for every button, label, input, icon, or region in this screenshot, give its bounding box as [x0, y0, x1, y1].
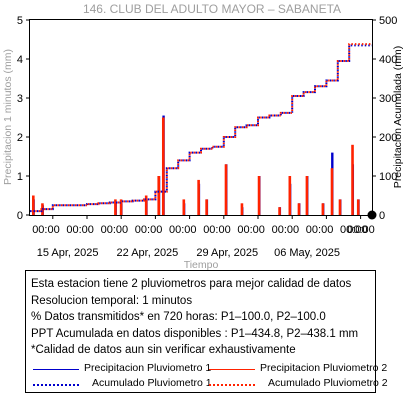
left-tick-label-1: 1 [17, 171, 23, 183]
x-time-label: 00:00 [347, 224, 375, 236]
legend-label-p2-precip: Precipitacion Pluviometro 2 [260, 362, 388, 374]
x-axis-label: Tiempo [184, 259, 219, 270]
right-tick-label-0: 0 [379, 210, 385, 222]
x-time-label: 00:00 [272, 224, 300, 236]
right-tick-label-2: 200 [379, 132, 397, 144]
bar-pluvio2-20 [351, 144, 354, 215]
x-time-label: 00:00 [203, 224, 231, 236]
bar-pluvio2-8 [197, 179, 200, 215]
left-tick-label-4: 4 [17, 54, 23, 66]
left-tick-label-2: 2 [17, 132, 23, 144]
legend-label-p1-precip: Precipitacion Pluviometro 1 [84, 362, 212, 374]
bar-pluvio2-16 [305, 176, 309, 215]
x-date-label-2: 29 Apr, 2025 [196, 247, 258, 259]
bar-pluvio2-21 [356, 199, 360, 215]
info-line-4: PPT Acumulada en datos disponibles : P1–… [31, 328, 359, 340]
x-time-label: 00:00 [101, 224, 129, 236]
x-time-label: 00:00 [32, 224, 60, 236]
right-tick-label-1: 100 [379, 171, 397, 183]
bar-pluvio2-15 [297, 203, 301, 215]
legend-label-p2-acum: Acumulado Pluviometro 2 [268, 377, 388, 389]
x-time-label: 00:00 [340, 224, 368, 236]
bar-pluvio2-17 [321, 203, 325, 215]
right-tick-label-3: 300 [379, 93, 397, 105]
bar-pluvio2-9 [205, 199, 208, 215]
left-tick-label-0: 0 [17, 210, 23, 222]
x-time-label: 00:00 [66, 224, 94, 236]
plot-frame [29, 19, 373, 216]
info-box: Esta estacion tiene 2 pluviometros para … [25, 270, 388, 393]
line-layer [30, 43, 377, 220]
legend-swatch-p2-acum [209, 384, 255, 386]
legend-swatch-p2-precip [209, 369, 255, 370]
bar-pluvio2-13 [278, 207, 281, 215]
legend-label-p1-acum: Acumulado Pluviometro 1 [92, 377, 212, 389]
bar-pluvio2-0 [32, 195, 35, 215]
bar-pluvio2-11 [240, 203, 244, 215]
x-time-label: 00:00 [169, 224, 197, 236]
line-acum-pluvio2 [30, 43, 372, 213]
bar-pluvio2-10 [224, 164, 228, 215]
info-line-1: Esta estacion tiene 2 pluviometros para … [31, 278, 352, 290]
precipitation-chart: 146. CLUB DEL ADULTO MAYOR – SABANETA 0 1… [2, 2, 404, 270]
x-time-label: 00:00 [135, 224, 163, 236]
bar-pluvio2-19 [338, 199, 342, 215]
info-line-2: Resolucion temporal: 1 minutos [31, 295, 193, 307]
bar-pluvio2-18 [330, 168, 334, 215]
bar-pluvio2-12 [257, 176, 261, 215]
x-time-label: 00:00 [237, 224, 265, 236]
bar-pluvio2-6 [161, 117, 165, 215]
left-tick-label-3: 3 [17, 93, 23, 105]
x-time-label: 00:00 [306, 224, 334, 236]
bar-layer [32, 115, 360, 215]
bar-pluvio2-7 [182, 199, 186, 215]
bar-pluvio2-3 [119, 199, 123, 215]
y-axis-label-left: Precipitacion 1 minutos (mm) [2, 49, 14, 185]
line-acum-pluvio1 [30, 44, 372, 213]
left-tick-label-5: 5 [17, 15, 23, 27]
x-date-label-1: 22 Apr, 2025 [117, 247, 179, 259]
y-axis-label-right: Precipitacion Acumulada (mm) [392, 46, 404, 188]
x-date-label-3: 06 May, 2025 [274, 247, 340, 259]
right-tick-label-4: 400 [379, 54, 397, 66]
bar-pluvio2-4 [144, 195, 148, 215]
legend-swatch-p1-acum [33, 384, 79, 386]
bar-pluvio2-5 [157, 176, 161, 215]
bar-pluvio2-2 [114, 199, 117, 215]
x-date-label-0: 15 Apr, 2025 [37, 247, 99, 259]
bar-pluvio2-14 [288, 176, 292, 215]
legend-swatch-p1-precip [33, 369, 79, 370]
info-line-3: % Datos transmitidos* en 720 horas: P1–1… [31, 311, 326, 323]
info-line-5: *Calidad de datos aun sin verificar exha… [31, 344, 296, 356]
right-tick-label-5: 500 [379, 15, 397, 27]
chart-title: 146. CLUB DEL ADULTO MAYOR – SABANETA [83, 2, 341, 16]
